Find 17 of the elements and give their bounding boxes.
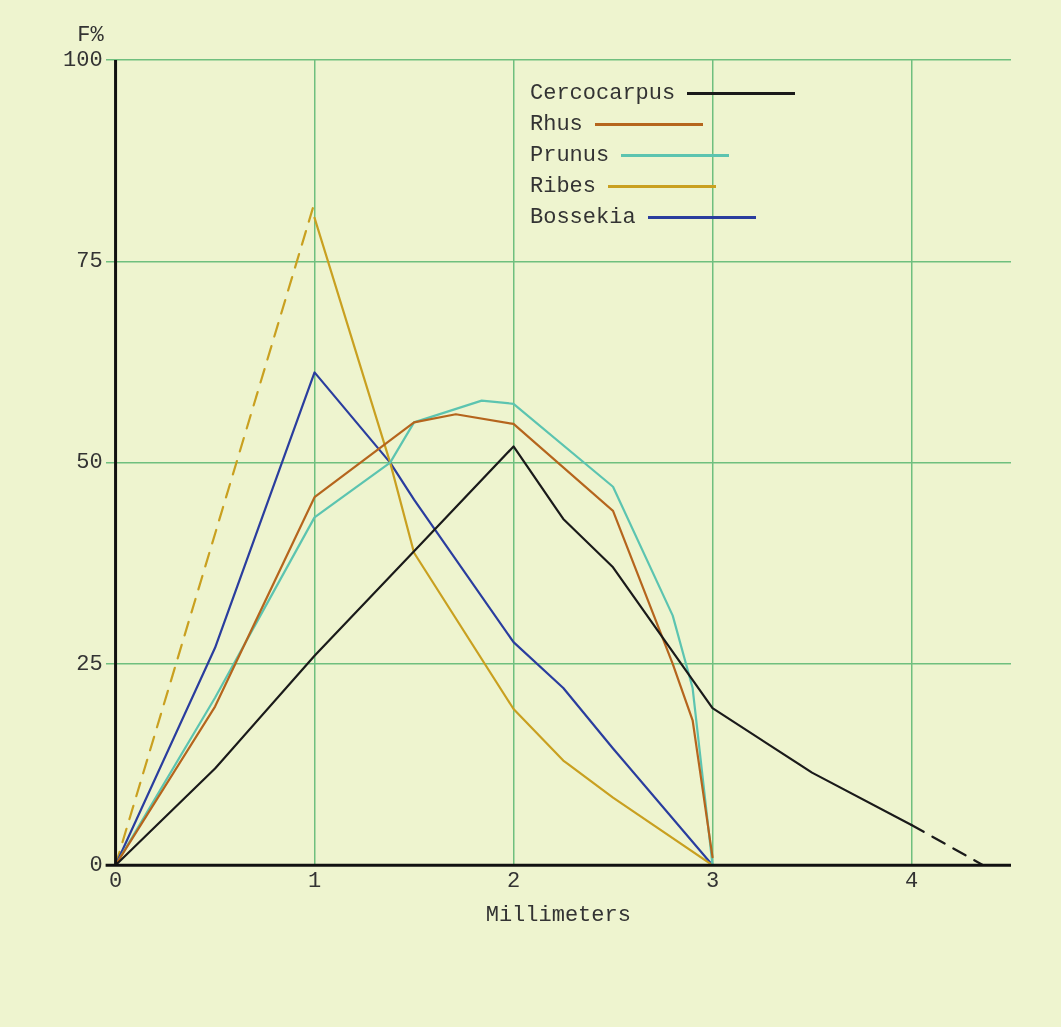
legend-label: Rhus [530, 112, 583, 137]
x-tick-label: 4 [904, 869, 919, 895]
x-tick-label: 2 [506, 869, 521, 895]
x-tick-label: 0 [108, 869, 123, 895]
legend-label: Bossekia [530, 205, 636, 230]
x-tick-label: 3 [705, 869, 720, 895]
y-tick-label: 25 [76, 651, 103, 677]
legend-label: Cercocarpus [530, 81, 676, 106]
legend-label: Prunus [530, 143, 610, 168]
y-tick-label: 100 [63, 47, 103, 73]
legend-label: Ribes [530, 174, 597, 199]
y-axis-title: F% [77, 22, 105, 48]
y-tick-label: 75 [76, 249, 103, 275]
x-axis-title: Millimeters [485, 902, 631, 928]
y-tick-label: 0 [89, 853, 103, 879]
x-tick-label: 1 [307, 869, 322, 895]
y-tick-label: 50 [76, 450, 103, 476]
